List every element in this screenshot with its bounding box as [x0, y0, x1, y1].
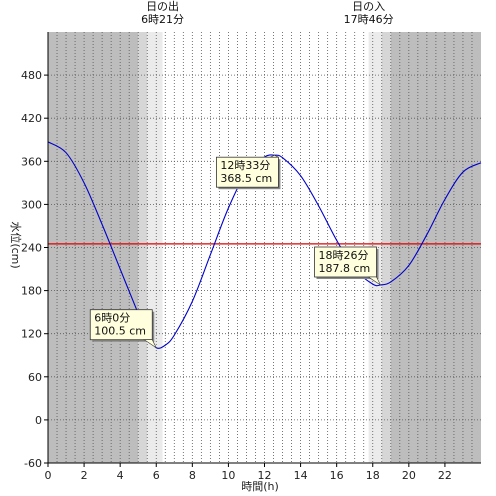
x-tick-label: 0 [45, 469, 52, 482]
x-tick-label: 12 [258, 469, 272, 482]
x-tick-label: 20 [402, 469, 416, 482]
x-tick-label: 22 [438, 469, 452, 482]
x-tick-label: 2 [81, 469, 88, 482]
x-tick-label: 6 [153, 469, 160, 482]
callout-time: 12時33分 [220, 159, 270, 172]
callout-box [314, 246, 377, 278]
x-tick-label: 14 [294, 469, 308, 482]
sun-event-label: 日の出 [146, 0, 179, 13]
y-tick-label: 180 [21, 285, 42, 298]
callout-pointer [367, 276, 382, 286]
y-tick-label: 480 [21, 69, 42, 82]
y-tick-label: 360 [21, 155, 42, 168]
shade-band-mid [138, 32, 148, 463]
shade-band-mid [381, 32, 391, 463]
callout-box [216, 156, 279, 188]
callout-box [89, 309, 153, 341]
sun-event-time: 17時46分 [344, 13, 394, 26]
x-tick-label: 18 [366, 469, 380, 482]
y-tick-label: 300 [21, 198, 42, 211]
sun-event-label: 日の入 [352, 0, 385, 13]
y-tick-label: -60 [24, 457, 42, 470]
x-tick-label: 10 [221, 469, 235, 482]
y-tick-label: 60 [28, 371, 42, 384]
callout-value: 187.8 cm [319, 262, 371, 275]
y-tick-label: 0 [35, 414, 42, 427]
y-tick-label: 120 [21, 328, 42, 341]
shade-band-light [147, 32, 163, 463]
callout-value: 100.5 cm [94, 325, 146, 338]
x-tick-label: 16 [330, 469, 344, 482]
callout-pointer [270, 154, 279, 158]
callout-time: 6時0分 [94, 312, 130, 325]
y-axis-title: 水位(cm) [9, 221, 23, 268]
x-axis-title: 時間(h) [241, 480, 279, 493]
y-tick-label: 240 [21, 242, 42, 255]
callout-value: 368.5 cm [220, 172, 272, 185]
sun-event-time: 6時21分 [141, 13, 184, 26]
x-tick-label: 8 [189, 469, 196, 482]
x-tick-label: 4 [117, 469, 124, 482]
callout-pointer [143, 339, 158, 349]
callout-time: 18時26分 [319, 249, 369, 262]
y-tick-label: 420 [21, 112, 42, 125]
